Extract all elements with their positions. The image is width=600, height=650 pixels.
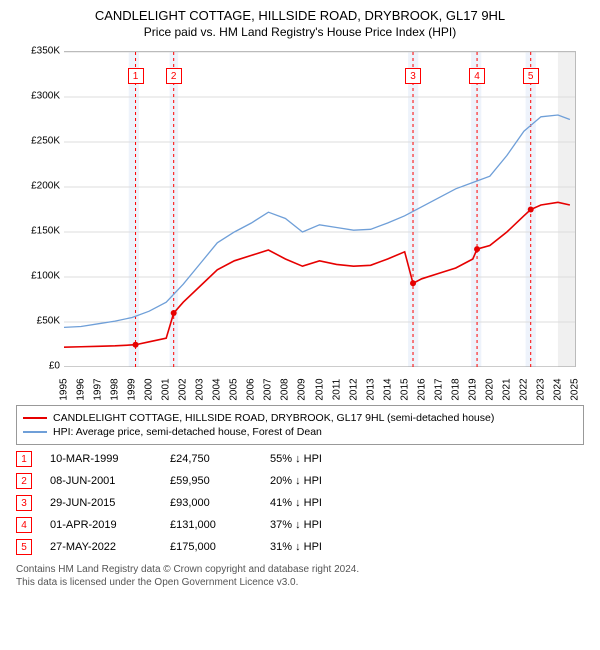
x-tick-label: 2022: [518, 378, 529, 400]
x-tick-label: 2002: [178, 378, 189, 400]
legend-label: HPI: Average price, semi-detached house,…: [53, 426, 322, 438]
x-tick-label: 2024: [552, 378, 563, 400]
x-tick-label: 1995: [59, 378, 70, 400]
event-delta: 37% ↓ HPI: [270, 519, 390, 531]
x-tick-label: 2025: [570, 378, 581, 400]
event-price: £131,000: [170, 519, 270, 531]
event-date: 01-APR-2019: [50, 519, 170, 531]
chart-title: CANDLELIGHT COTTAGE, HILLSIDE ROAD, DRYB…: [8, 8, 592, 23]
legend: CANDLELIGHT COTTAGE, HILLSIDE ROAD, DRYB…: [16, 405, 584, 445]
x-tick-label: 2007: [263, 378, 274, 400]
event-price: £93,000: [170, 497, 270, 509]
event-marker: 3: [16, 495, 32, 511]
x-tick-label: 2020: [484, 378, 495, 400]
event-date: 10-MAR-1999: [50, 453, 170, 465]
y-tick-label: £250K: [31, 136, 60, 147]
legend-swatch: [23, 431, 47, 433]
event-marker-2: 2: [166, 68, 182, 84]
event-row: 2 08-JUN-2001£59,95020% ↓ HPI: [16, 473, 584, 489]
event-price: £175,000: [170, 541, 270, 553]
legend-item: HPI: Average price, semi-detached house,…: [23, 426, 577, 438]
chart-svg: [64, 52, 575, 367]
x-tick-label: 2016: [416, 378, 427, 400]
event-marker-1: 1: [128, 68, 144, 84]
plot-area: £0 £50K £100K £150K £200K £250K £300K £350K 1 2 3…: [20, 45, 580, 395]
chart-subtitle: Price paid vs. HM Land Registry's House …: [8, 25, 592, 39]
y-tick-label: £350K: [31, 46, 60, 57]
plot-inner: 1 2 3 4 5: [64, 51, 576, 367]
y-tick-label: £200K: [31, 181, 60, 192]
title-block: CANDLELIGHT COTTAGE, HILLSIDE ROAD, DRYB…: [8, 8, 592, 39]
event-marker: 1: [16, 451, 32, 467]
x-tick-label: 2013: [365, 378, 376, 400]
event-row: 1 10-MAR-1999£24,75055% ↓ HPI: [16, 451, 584, 467]
event-row: 3 29-JUN-2015£93,00041% ↓ HPI: [16, 495, 584, 511]
x-tick-label: 1999: [127, 378, 138, 400]
x-tick-label: 2014: [382, 378, 393, 400]
x-tick-label: 1997: [93, 378, 104, 400]
x-tick-label: 1996: [76, 378, 87, 400]
x-tick-label: 2008: [280, 378, 291, 400]
event-date: 08-JUN-2001: [50, 475, 170, 487]
event-date: 29-JUN-2015: [50, 497, 170, 509]
x-tick-label: 2015: [399, 378, 410, 400]
event-marker: 5: [16, 539, 32, 555]
x-tick-label: 2006: [246, 378, 257, 400]
x-tick-label: 2017: [433, 378, 444, 400]
x-tick-label: 2023: [535, 378, 546, 400]
y-tick-label: £100K: [31, 271, 60, 282]
x-tick-label: 2019: [467, 378, 478, 400]
event-date: 27-MAY-2022: [50, 541, 170, 553]
footnote-line2: This data is licensed under the Open Gov…: [16, 576, 584, 589]
event-price: £24,750: [170, 453, 270, 465]
event-marker-5: 5: [523, 68, 539, 84]
legend-item: CANDLELIGHT COTTAGE, HILLSIDE ROAD, DRYB…: [23, 412, 577, 424]
y-axis: £0 £50K £100K £150K £200K £250K £300K £350K: [16, 45, 60, 395]
x-tick-label: 2000: [144, 378, 155, 400]
legend-label: CANDLELIGHT COTTAGE, HILLSIDE ROAD, DRYB…: [53, 412, 494, 424]
event-marker: 2: [16, 473, 32, 489]
x-tick-label: 2009: [297, 378, 308, 400]
y-tick-label: £150K: [31, 226, 60, 237]
x-tick-label: 2004: [212, 378, 223, 400]
event-marker-3: 3: [405, 68, 421, 84]
event-delta: 31% ↓ HPI: [270, 541, 390, 553]
y-tick-label: £0: [49, 361, 60, 372]
x-tick-label: 2011: [331, 379, 342, 401]
x-axis: 1995199619971998199920002001200220032004…: [64, 369, 576, 395]
x-tick-label: 2018: [450, 378, 461, 400]
event-delta: 20% ↓ HPI: [270, 475, 390, 487]
event-delta: 55% ↓ HPI: [270, 453, 390, 465]
x-tick-label: 2012: [348, 378, 359, 400]
event-price: £59,950: [170, 475, 270, 487]
x-tick-label: 1998: [110, 378, 121, 400]
events-table: 1 10-MAR-1999£24,75055% ↓ HPI 2 08-JUN-2001…: [16, 451, 584, 555]
x-tick-label: 2021: [501, 378, 512, 400]
y-tick-label: £300K: [31, 91, 60, 102]
legend-swatch: [23, 417, 47, 419]
x-tick-label: 2003: [195, 378, 206, 400]
y-tick-label: £50K: [37, 316, 60, 327]
x-tick-label: 2001: [161, 378, 172, 400]
event-delta: 41% ↓ HPI: [270, 497, 390, 509]
event-marker-4: 4: [469, 68, 485, 84]
footnote: Contains HM Land Registry data © Crown c…: [16, 563, 584, 589]
x-tick-label: 2010: [314, 378, 325, 400]
chart-container: CANDLELIGHT COTTAGE, HILLSIDE ROAD, DRYB…: [0, 0, 600, 601]
event-marker: 4: [16, 517, 32, 533]
footnote-line1: Contains HM Land Registry data © Crown c…: [16, 563, 584, 576]
x-tick-label: 2005: [229, 378, 240, 400]
event-row: 4 01-APR-2019£131,00037% ↓ HPI: [16, 517, 584, 533]
event-row: 5 27-MAY-2022£175,00031% ↓ HPI: [16, 539, 584, 555]
